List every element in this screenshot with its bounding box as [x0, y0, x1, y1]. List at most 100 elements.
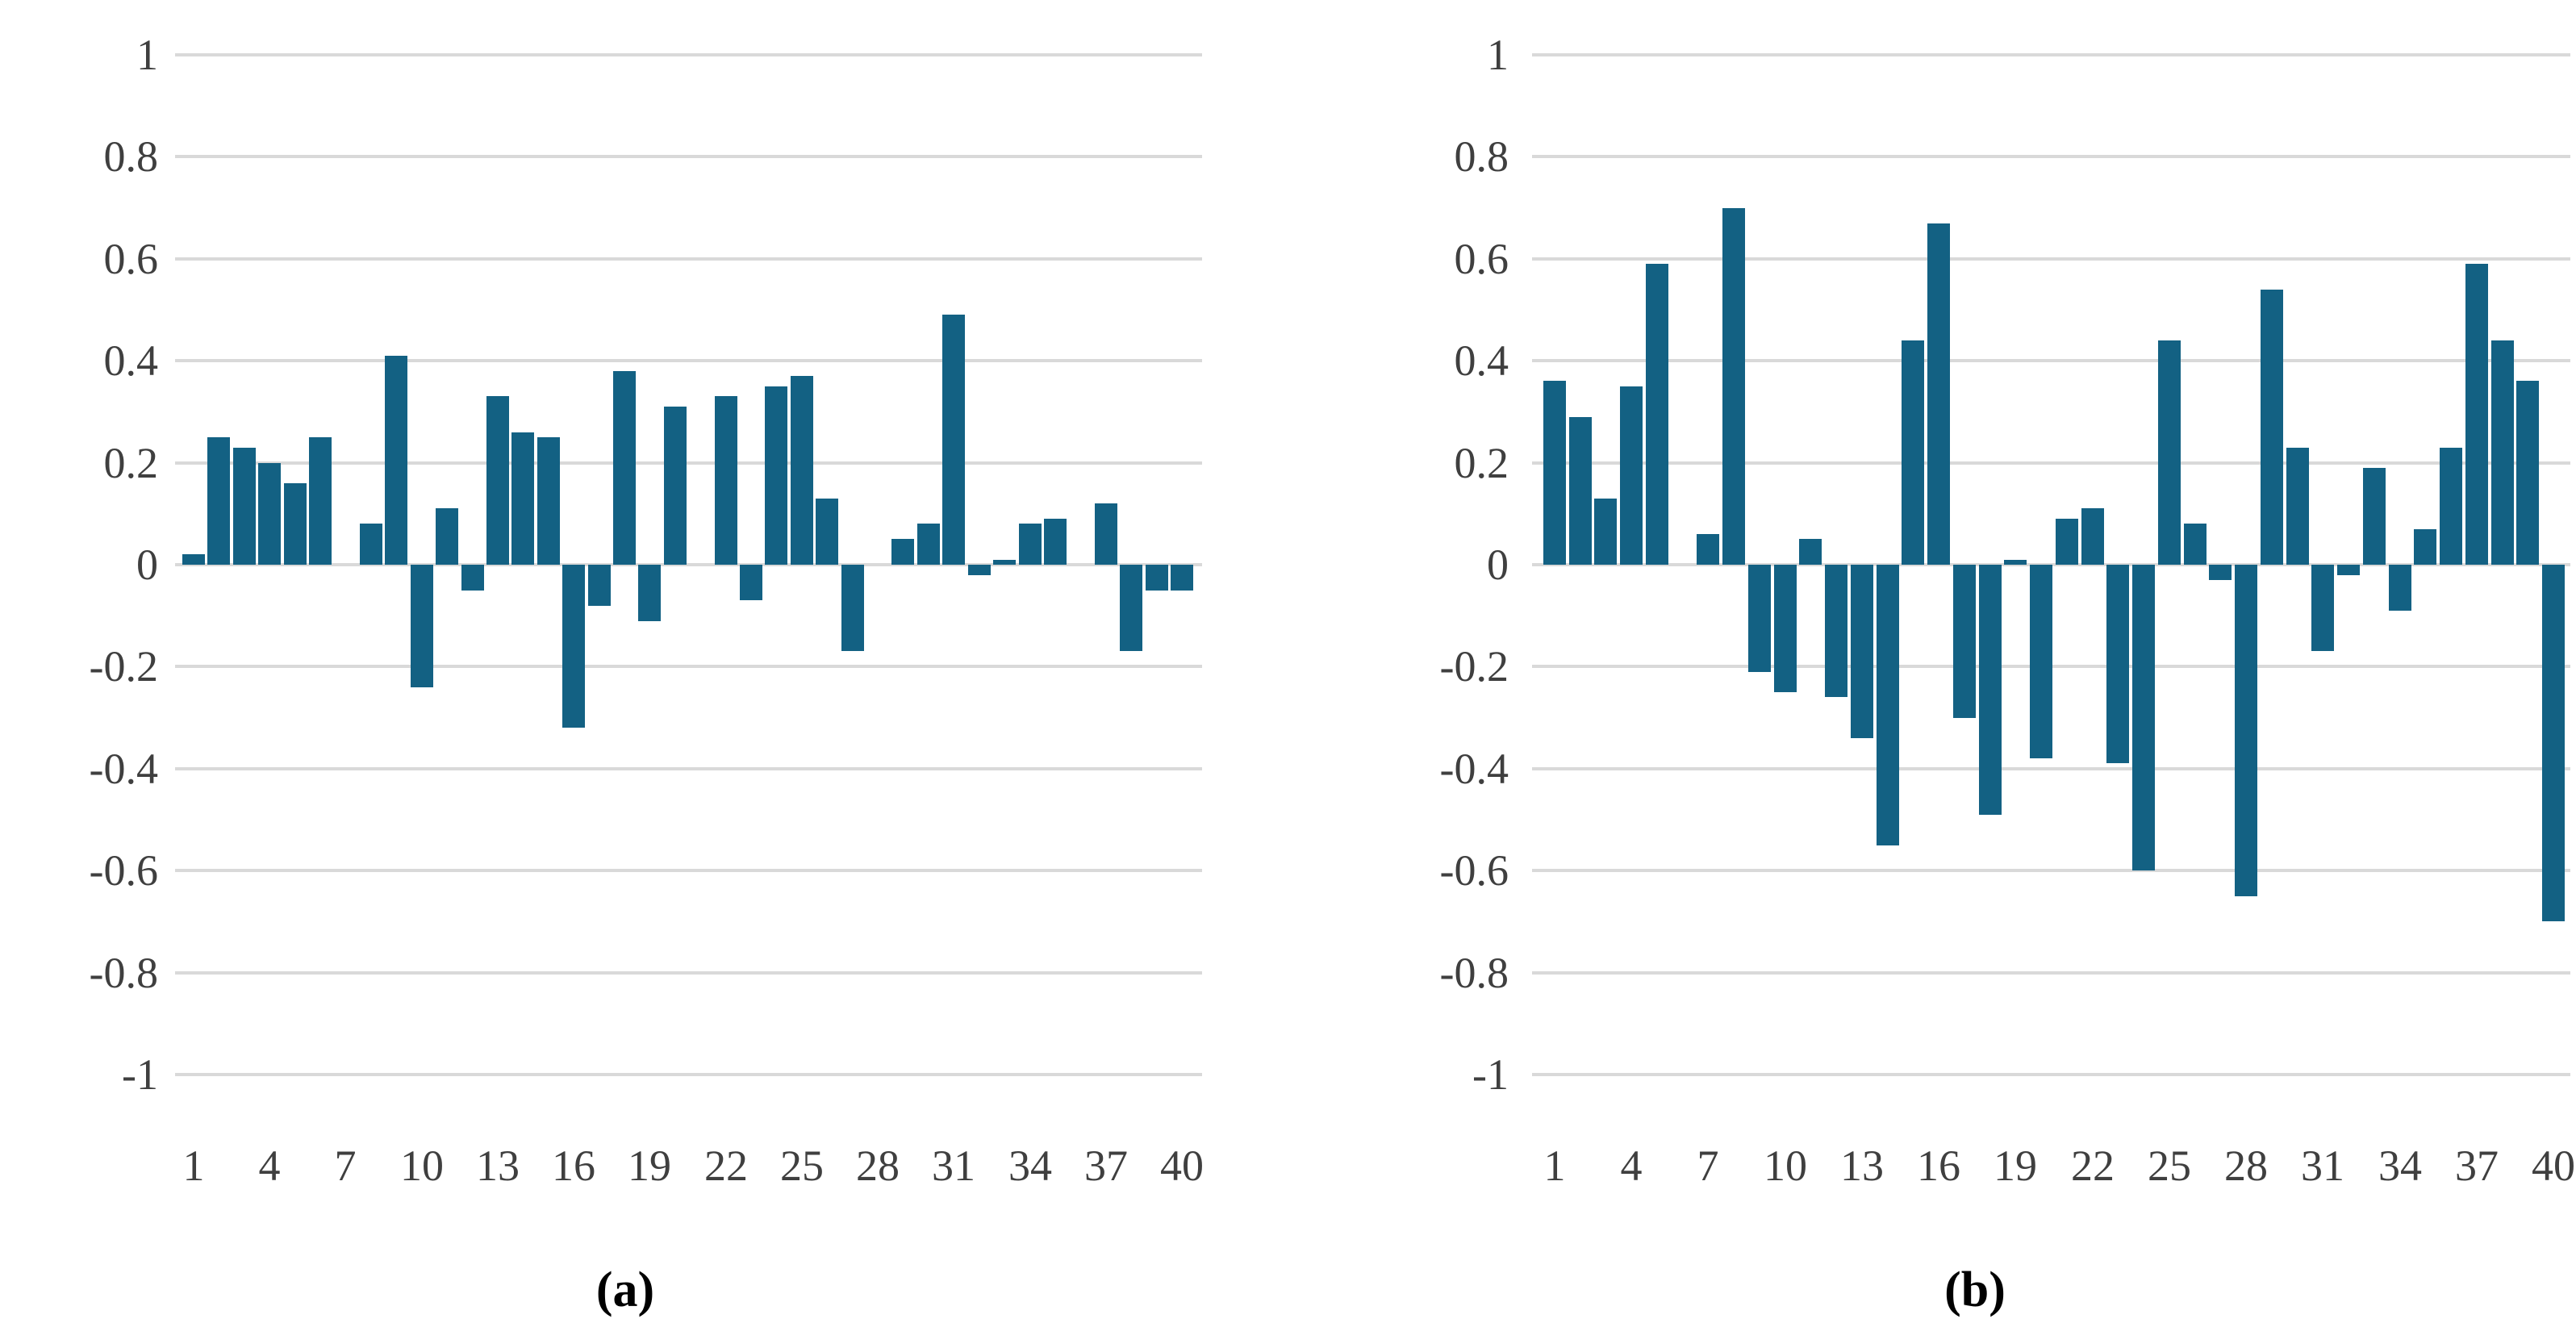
- gridline: [175, 155, 1202, 158]
- bar-a-15: [537, 437, 560, 565]
- x-tick-label: 7: [1697, 1142, 1719, 1190]
- y-tick-label: 1: [136, 31, 158, 79]
- bar-a-1: [182, 554, 205, 565]
- gridline: [1532, 257, 2570, 261]
- x-tick-label: 13: [476, 1142, 520, 1190]
- bar-b-35: [2414, 529, 2436, 565]
- y-tick-label: -0.8: [1439, 949, 1509, 997]
- bar-b-7: [1697, 534, 1719, 565]
- bar-b-8: [1722, 208, 1745, 565]
- bar-b-9: [1748, 565, 1771, 672]
- x-tick-label: 22: [2071, 1142, 2115, 1190]
- bar-b-17: [1953, 565, 1976, 718]
- bar-a-32: [968, 565, 991, 575]
- y-tick-label: 1: [1487, 31, 1509, 79]
- bar-b-40: [2542, 565, 2565, 921]
- gridline: [1532, 155, 2570, 158]
- bar-a-40: [1171, 565, 1193, 591]
- bar-b-1: [1543, 381, 1566, 565]
- x-tick-label: 7: [334, 1142, 357, 1190]
- y-tick-label: 0.4: [1454, 336, 1509, 385]
- gridline: [1532, 53, 2570, 56]
- bar-b-36: [2440, 448, 2462, 565]
- bar-a-3: [233, 448, 256, 565]
- bar-a-39: [1146, 565, 1168, 591]
- y-tick-label: 0: [1487, 541, 1509, 589]
- bar-b-32: [2337, 565, 2360, 575]
- bar-b-20: [2030, 565, 2052, 758]
- bar-b-23: [2106, 565, 2129, 763]
- x-tick-label: 22: [704, 1142, 748, 1190]
- x-tick-label: 19: [628, 1142, 671, 1190]
- bar-a-6: [309, 437, 332, 565]
- bar-b-22: [2081, 508, 2104, 565]
- bar-b-4: [1620, 386, 1643, 565]
- bar-a-38: [1120, 565, 1142, 651]
- x-tick-label: 37: [2455, 1142, 2499, 1190]
- bar-a-29: [891, 539, 914, 565]
- gridline: [175, 359, 1202, 362]
- bar-a-30: [917, 524, 940, 565]
- bar-a-14: [511, 432, 534, 565]
- bar-a-11: [436, 508, 458, 565]
- gridline: [1532, 869, 2570, 872]
- x-tick-label: 40: [2532, 1142, 2575, 1190]
- bar-b-18: [1979, 565, 2002, 815]
- y-tick-label: 0.8: [103, 132, 159, 181]
- zero-gridline: [175, 563, 1202, 566]
- bar-b-25: [2158, 340, 2181, 565]
- x-tick-label: 1: [182, 1142, 205, 1190]
- bar-b-5: [1646, 264, 1668, 565]
- gridline: [175, 665, 1202, 668]
- panel-label-b: (b): [1944, 1263, 2006, 1317]
- bar-a-34: [1019, 524, 1042, 565]
- bar-b-3: [1594, 499, 1617, 565]
- bar-a-18: [613, 371, 636, 565]
- y-tick-label: -0.6: [89, 846, 158, 895]
- bar-a-5: [284, 483, 307, 565]
- bar-b-28: [2235, 565, 2257, 896]
- bar-b-38: [2491, 340, 2514, 565]
- x-tick-label: 34: [1008, 1142, 1052, 1190]
- bar-b-21: [2056, 519, 2078, 565]
- bar-b-39: [2516, 381, 2539, 565]
- x-tick-label: 28: [856, 1142, 900, 1190]
- bar-a-12: [461, 565, 484, 591]
- x-tick-label: 16: [1917, 1142, 1960, 1190]
- y-tick-label: -0.2: [1439, 642, 1509, 691]
- gridline: [1532, 971, 2570, 975]
- bar-b-15: [1902, 340, 1924, 565]
- bar-a-24: [765, 386, 787, 565]
- bar-b-37: [2465, 264, 2488, 565]
- bar-a-23: [740, 565, 762, 600]
- x-tick-label: 40: [1160, 1142, 1204, 1190]
- y-tick-label: -1: [122, 1050, 158, 1099]
- bar-a-16: [562, 565, 585, 728]
- x-tick-label: 28: [2224, 1142, 2268, 1190]
- bar-b-24: [2132, 565, 2155, 870]
- gridline: [175, 1073, 1202, 1076]
- x-tick-label: 25: [780, 1142, 824, 1190]
- x-tick-label: 16: [552, 1142, 595, 1190]
- bar-b-2: [1569, 417, 1592, 565]
- y-tick-label: -0.4: [89, 745, 158, 793]
- x-tick-label: 10: [400, 1142, 444, 1190]
- y-tick-label: -0.4: [1439, 745, 1509, 793]
- bar-a-35: [1044, 519, 1067, 565]
- bar-b-11: [1799, 539, 1822, 565]
- bar-b-33: [2363, 468, 2386, 565]
- bar-b-13: [1851, 565, 1873, 738]
- bar-a-20: [664, 407, 687, 565]
- gridline: [175, 971, 1202, 975]
- x-tick-label: 31: [932, 1142, 975, 1190]
- y-tick-label: -0.6: [1439, 846, 1509, 895]
- bar-a-27: [841, 565, 864, 651]
- y-tick-label: 0.6: [1454, 235, 1509, 283]
- x-tick-label: 31: [2301, 1142, 2344, 1190]
- x-tick-label: 13: [1840, 1142, 1884, 1190]
- x-tick-label: 4: [1620, 1142, 1643, 1190]
- bar-a-9: [385, 356, 407, 565]
- x-tick-label: 10: [1764, 1142, 1807, 1190]
- bar-a-31: [942, 315, 965, 565]
